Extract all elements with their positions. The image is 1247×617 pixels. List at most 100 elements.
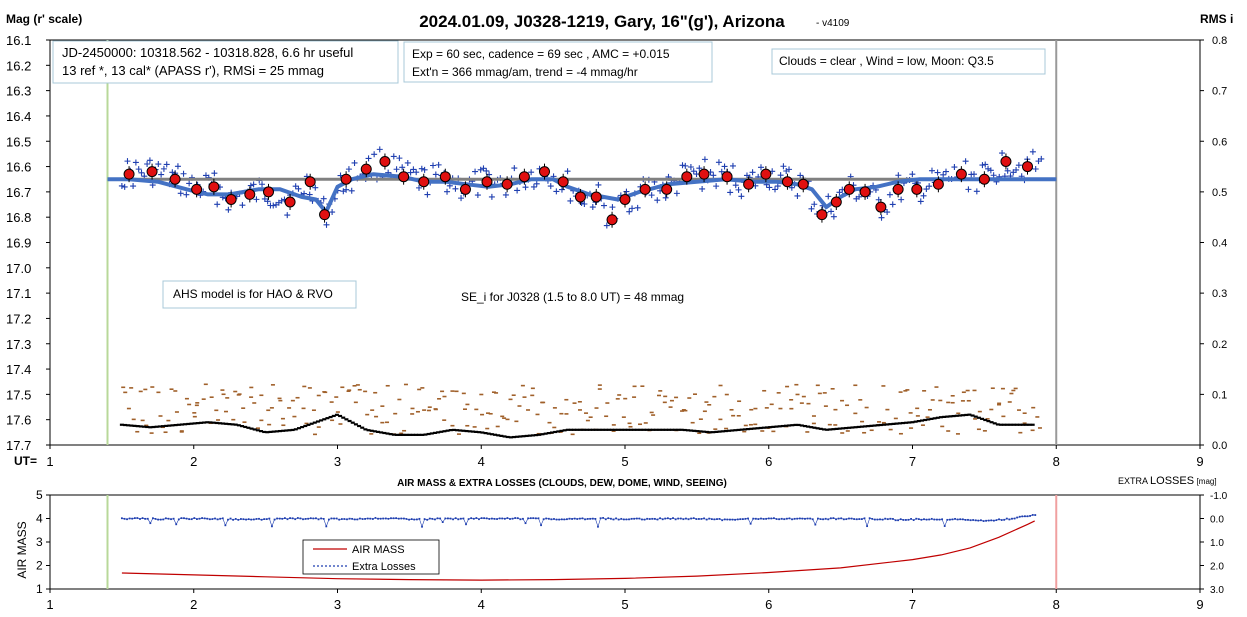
raw-data-point <box>982 161 989 168</box>
top-y2-tick-label: 0.4 <box>1212 238 1227 250</box>
binned-data-point <box>481 176 493 188</box>
raw-data-point <box>710 172 717 179</box>
binned-data-point <box>208 181 220 193</box>
raw-data-point <box>522 184 529 191</box>
raw-data-point <box>404 159 411 166</box>
binned-data-point <box>892 183 904 195</box>
airmass-line <box>121 520 1035 581</box>
binned-data-point <box>978 173 990 185</box>
raw-data-point <box>480 165 487 172</box>
bottom-x-tick-label: 7 <box>909 597 916 612</box>
raw-data-point <box>413 169 420 176</box>
raw-data-point <box>679 162 686 169</box>
raw-data-point <box>329 209 336 216</box>
top-y2-tick-label: 0.7 <box>1212 86 1227 98</box>
raw-data-point <box>962 158 969 165</box>
binned-data-point <box>146 166 158 178</box>
binned-data-point <box>379 156 391 167</box>
raw-data-point <box>830 213 837 220</box>
raw-data-point <box>533 180 540 187</box>
raw-data-point <box>971 171 978 178</box>
raw-data-point <box>323 221 330 228</box>
top-x-tick-label: 2 <box>190 454 197 469</box>
binned-data-point <box>859 186 871 198</box>
binned-data-point <box>459 183 471 195</box>
top-x-tick-label: 5 <box>621 454 628 469</box>
raw-data-point <box>603 222 610 229</box>
binned-data-point <box>340 173 352 185</box>
binned-data-point <box>557 176 569 188</box>
top-y2-tick-label: 0.2 <box>1212 339 1227 351</box>
raw-data-point <box>1032 166 1039 173</box>
binned-data-point <box>263 186 274 198</box>
binned-data-point <box>501 178 513 190</box>
top-y-tick-label: 17.7 <box>6 438 31 453</box>
bottom-x-tick-label: 3 <box>334 597 341 612</box>
raw-data-point <box>856 193 863 200</box>
binned-data-point <box>639 183 651 195</box>
raw-data-point <box>909 171 916 178</box>
raw-data-point <box>701 156 708 163</box>
raw-data-point <box>444 188 451 195</box>
annotation-conditions-text: Clouds = clear , Wind = low, Moon: Q3.5 <box>779 54 994 68</box>
raw-data-point <box>270 202 277 209</box>
top-x-tick-label: 4 <box>478 454 485 469</box>
raw-data-point <box>477 166 484 173</box>
binned-data-point <box>319 209 331 221</box>
raw-data-point <box>942 168 949 175</box>
raw-data-point <box>416 184 423 191</box>
raw-data-point <box>718 168 725 175</box>
top-y-tick-label: 16.7 <box>6 185 31 200</box>
bottom-x-tick-label: 2 <box>190 597 197 612</box>
raw-data-point <box>553 188 560 195</box>
raw-data-point <box>567 197 574 204</box>
binned-data-point <box>284 196 296 208</box>
raw-data-point <box>648 192 655 199</box>
raw-data-point <box>889 201 896 208</box>
raw-data-point <box>474 192 481 199</box>
bottom-x-tick-label: 1 <box>46 597 53 612</box>
top-y-tick-label: 17.4 <box>6 362 31 377</box>
bottom-y2-tick-label: 0.0 <box>1210 515 1224 526</box>
raw-data-point <box>253 196 260 203</box>
annotation-se: SE_i for J0328 (1.5 to 8.0 UT) = 48 mmag <box>461 290 684 304</box>
top-x-tick-label: 3 <box>334 454 341 469</box>
raw-data-point <box>979 162 986 169</box>
annotation-ahs-text: AHS model is for HAO & RVO <box>173 287 333 301</box>
raw-data-point <box>239 202 246 209</box>
raw-data-point <box>766 184 773 191</box>
binned-data-point <box>518 171 530 183</box>
raw-data-point <box>727 189 734 196</box>
binned-data-point <box>439 171 451 183</box>
top-x-tick-label: 6 <box>765 454 772 469</box>
raw-data-point <box>121 183 128 190</box>
raw-data-point <box>786 166 793 173</box>
raw-data-point <box>581 200 588 207</box>
raw-data-point <box>124 158 131 165</box>
raw-data-point <box>214 201 221 208</box>
annotation-conditions: Clouds = clear , Wind = low, Moon: Q3.5 <box>771 48 1046 75</box>
binned-data-point <box>760 168 772 180</box>
raw-data-point <box>920 192 927 199</box>
raw-data-point <box>371 151 378 158</box>
raw-data-point <box>138 169 145 176</box>
raw-data-point <box>828 208 835 215</box>
binned-data-point <box>721 171 733 183</box>
annotation-jd-line2: 13 ref *, 13 cal* (APASS r'), RMSi = 25 … <box>62 63 324 78</box>
raw-data-point <box>623 188 630 195</box>
top-y-tick-label: 16.8 <box>6 210 31 225</box>
legend-losses-label: Extra Losses <box>352 561 416 573</box>
raw-data-point <box>135 166 142 173</box>
raw-data-point <box>738 193 745 200</box>
binned-data-point <box>781 176 793 188</box>
bottom-y-tick-label: 3 <box>36 535 43 549</box>
raw-data-point <box>343 186 350 193</box>
top-y2-tick-label: 0.0 <box>1212 440 1227 452</box>
raw-data-point <box>250 181 257 188</box>
raw-data-point <box>163 161 170 168</box>
bottom-chart-title: AIR MASS & EXTRA LOSSES (CLOUDS, DEW, DO… <box>397 478 727 489</box>
raw-data-point <box>626 208 633 215</box>
raw-data-point <box>589 204 596 211</box>
raw-data-point <box>1013 166 1020 173</box>
bottom-y2-axis-title: EXTRA LOSSES [mag] <box>1118 475 1217 487</box>
